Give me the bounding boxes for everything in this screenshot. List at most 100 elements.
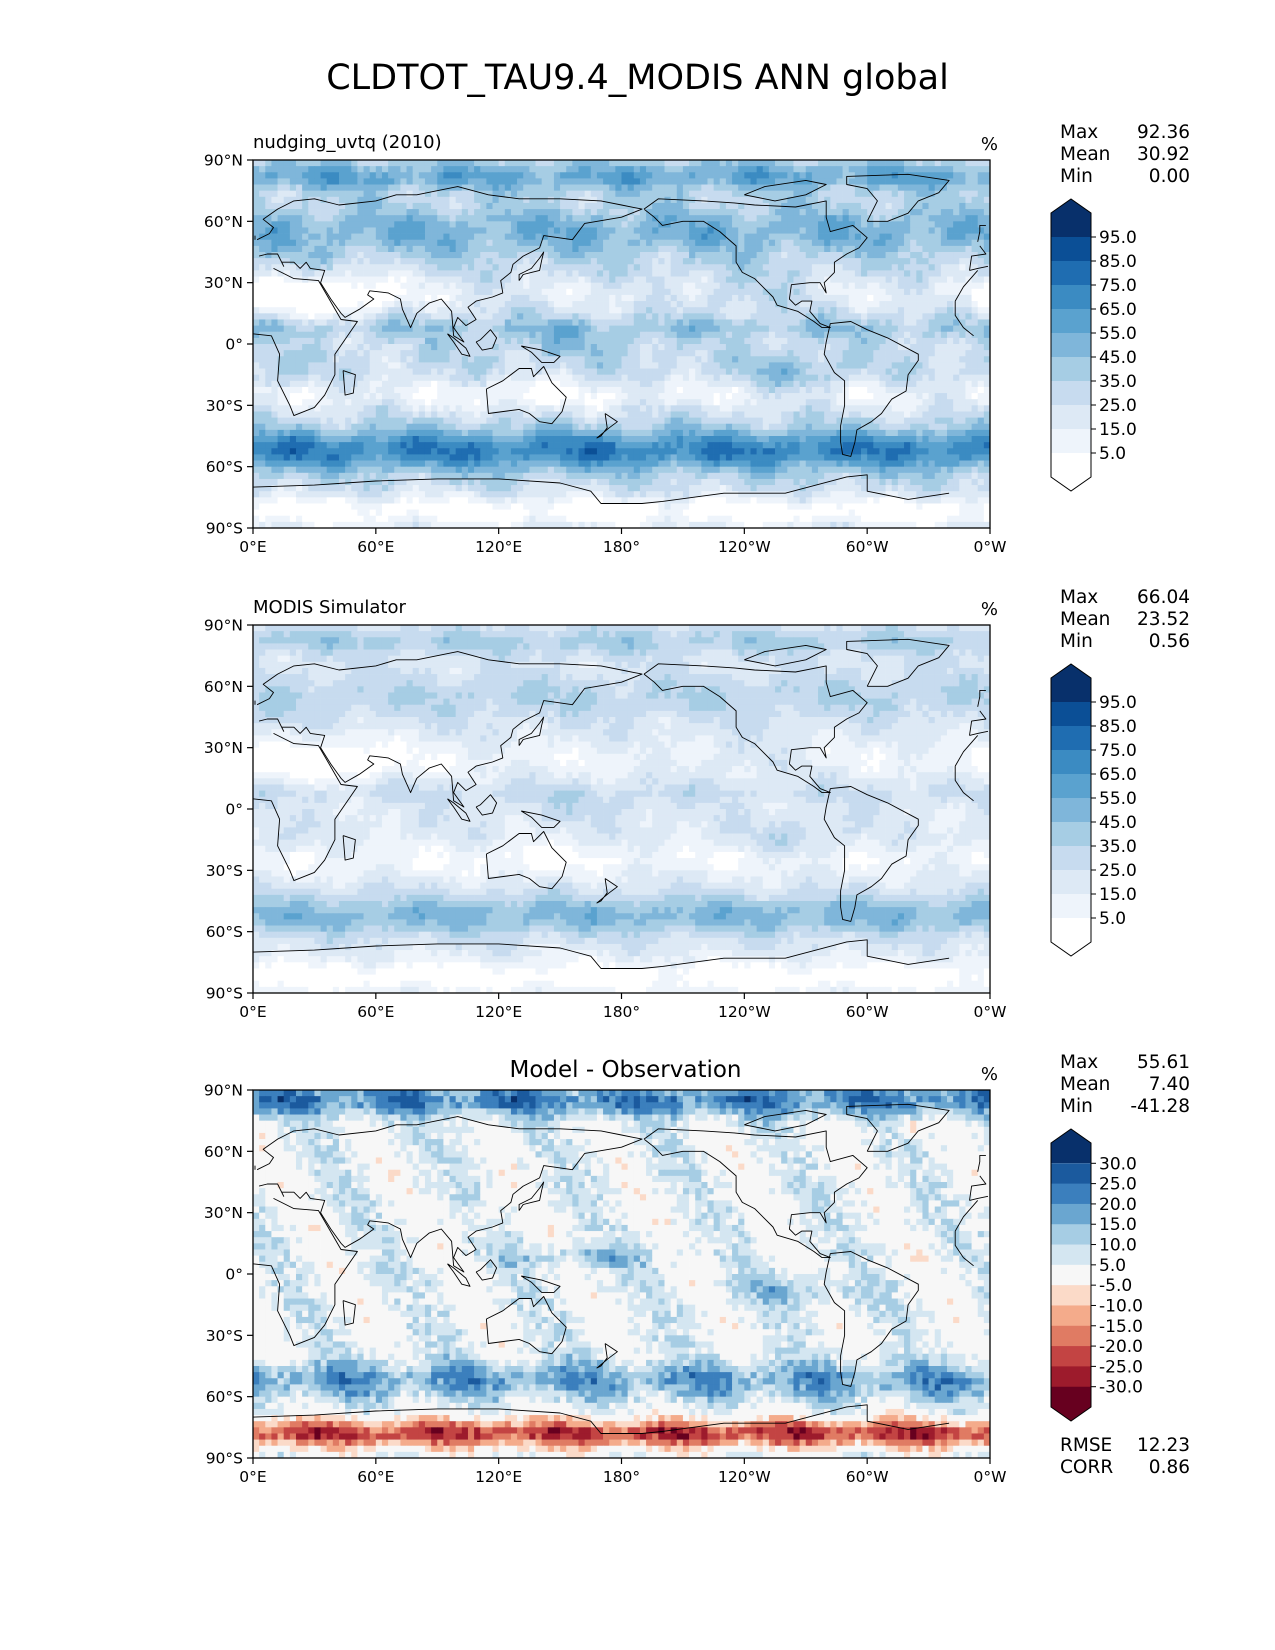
field-cell bbox=[824, 307, 831, 314]
field-cell bbox=[805, 313, 813, 320]
field-cell bbox=[461, 258, 469, 265]
field-cell bbox=[320, 331, 328, 339]
field-cell bbox=[437, 399, 444, 406]
field-cell bbox=[400, 160, 407, 167]
field-cell bbox=[842, 313, 850, 320]
field-cell bbox=[474, 331, 481, 339]
field-cell bbox=[897, 172, 905, 179]
field-cell bbox=[504, 294, 512, 302]
field-cell bbox=[572, 282, 579, 290]
field-cell bbox=[271, 252, 278, 259]
field-cell bbox=[953, 301, 960, 308]
field-cell bbox=[553, 239, 561, 247]
field-cell bbox=[867, 252, 874, 259]
field-cell bbox=[449, 258, 457, 265]
field-cell bbox=[762, 233, 770, 241]
field-cell bbox=[965, 264, 972, 271]
field-cell bbox=[953, 215, 960, 222]
field-cell bbox=[603, 282, 610, 290]
field-cell bbox=[345, 325, 352, 333]
field-cell bbox=[842, 380, 850, 388]
field-cell bbox=[781, 166, 788, 173]
field-cell bbox=[707, 288, 714, 296]
field-cell bbox=[658, 178, 665, 185]
field-cell bbox=[768, 380, 776, 388]
field-cell bbox=[596, 319, 604, 326]
field-cell bbox=[332, 386, 340, 394]
field-cell bbox=[326, 215, 334, 222]
field-cell bbox=[363, 196, 371, 204]
field-cell bbox=[867, 301, 874, 308]
field-cell bbox=[768, 160, 776, 167]
field-cell bbox=[670, 411, 678, 418]
field-cell bbox=[253, 258, 260, 265]
field-cell bbox=[400, 239, 407, 247]
field-cell bbox=[738, 313, 745, 320]
field-cell bbox=[406, 166, 414, 173]
field-cell bbox=[897, 386, 905, 394]
field-cell bbox=[701, 184, 708, 192]
field-cell bbox=[775, 313, 782, 320]
field-cell bbox=[725, 166, 733, 173]
field-cell bbox=[775, 344, 782, 351]
field-cell bbox=[547, 356, 555, 363]
field-cell bbox=[381, 337, 389, 345]
field-cell bbox=[682, 386, 690, 394]
field-cell bbox=[523, 184, 530, 192]
field-cell bbox=[971, 399, 979, 406]
field-cell bbox=[265, 362, 272, 369]
field-cell bbox=[302, 209, 309, 216]
field-cell bbox=[547, 221, 555, 228]
field-cell bbox=[713, 178, 721, 185]
field-cell bbox=[480, 288, 487, 296]
field-cell bbox=[517, 405, 524, 412]
field-cell bbox=[375, 331, 383, 339]
field-cell bbox=[553, 319, 561, 326]
field-cell bbox=[609, 184, 616, 192]
field-cell bbox=[590, 160, 598, 167]
field-cell bbox=[590, 245, 598, 253]
field-cell bbox=[455, 319, 463, 326]
field-cell bbox=[388, 393, 395, 400]
field-cell bbox=[848, 233, 856, 241]
field-cell bbox=[609, 190, 616, 198]
field-cell bbox=[768, 184, 776, 192]
field-cell bbox=[842, 190, 850, 198]
field-cell bbox=[486, 313, 493, 320]
field-cell bbox=[701, 288, 708, 296]
field-cell bbox=[381, 313, 389, 320]
field-cell bbox=[474, 356, 481, 363]
field-cell bbox=[965, 276, 972, 284]
field-cell bbox=[959, 202, 966, 210]
field-cell bbox=[394, 184, 401, 192]
field-cell bbox=[388, 276, 395, 284]
field-cell bbox=[584, 374, 592, 382]
field-cell bbox=[314, 307, 321, 314]
field-cell bbox=[824, 190, 831, 198]
field-cell bbox=[793, 166, 800, 173]
field-cell bbox=[639, 307, 647, 314]
field-cell bbox=[818, 202, 825, 210]
field-cell bbox=[253, 325, 260, 333]
field-cell bbox=[695, 172, 702, 179]
field-cell bbox=[431, 264, 438, 271]
field-cell bbox=[381, 252, 389, 259]
field-cell bbox=[388, 215, 395, 222]
field-cell bbox=[369, 190, 377, 198]
field-cell bbox=[529, 319, 536, 326]
field-cell bbox=[664, 160, 671, 167]
field-cell bbox=[535, 399, 543, 406]
field-cell bbox=[277, 368, 285, 376]
field-cell bbox=[412, 184, 420, 192]
field-cell bbox=[394, 270, 401, 277]
field-cell bbox=[639, 386, 647, 394]
field-cell bbox=[553, 258, 561, 265]
field-cell bbox=[609, 319, 616, 326]
field-cell bbox=[338, 399, 346, 406]
field-cell bbox=[738, 294, 745, 302]
field-cell bbox=[781, 344, 788, 351]
field-cell bbox=[326, 190, 334, 198]
field-cell bbox=[934, 233, 942, 241]
field-cell bbox=[744, 252, 751, 259]
field-cell bbox=[486, 258, 493, 265]
